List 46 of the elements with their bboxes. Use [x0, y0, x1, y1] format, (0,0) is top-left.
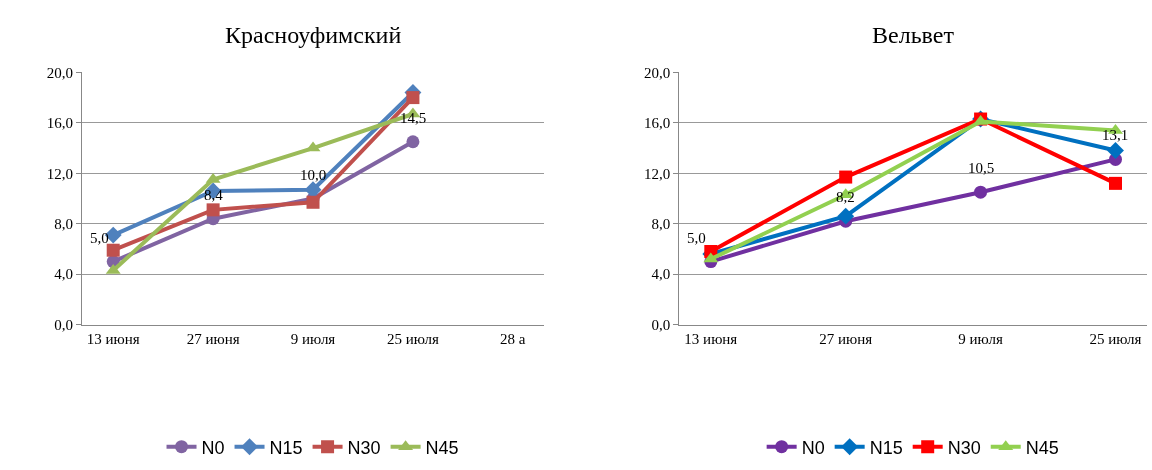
point — [206, 203, 220, 217]
point — [839, 170, 853, 184]
point — [406, 135, 420, 149]
x-tick-label: 25 июля — [386, 330, 440, 347]
y-tick-label: 0,0 — [54, 316, 73, 333]
data-label: 10,0 — [300, 167, 327, 183]
chart-title: Красноуфимский — [225, 22, 402, 48]
y-tick-label: 4,0 — [651, 266, 671, 283]
point — [1108, 176, 1122, 190]
y-tick-label: 12,0 — [46, 165, 73, 182]
point — [974, 185, 988, 199]
y-tick-label: 8,0 — [54, 215, 73, 232]
point — [106, 243, 120, 257]
data-label: 5,0 — [687, 230, 706, 246]
legend-label: N45 — [1025, 437, 1059, 458]
y-tick-label: 4,0 — [54, 266, 73, 283]
x-tick-label: 13 июня — [86, 330, 140, 347]
data-label: 5,0 — [90, 230, 109, 246]
legend-label: N0 — [801, 437, 825, 458]
y-tick-label: 16,0 — [644, 115, 671, 132]
legend-label: N30 — [347, 437, 381, 458]
y-tick-label: 0,0 — [651, 316, 671, 333]
point — [837, 207, 855, 225]
chart-title: Вельвет — [872, 22, 955, 48]
y-tick-label: 16,0 — [46, 115, 73, 132]
legend-label: N15 — [869, 437, 903, 458]
point — [306, 195, 320, 209]
y-tick-label: 20,0 — [46, 64, 73, 81]
y-tick-label: 8,0 — [651, 215, 671, 232]
x-tick-label: 25 июля — [1089, 330, 1142, 347]
y-tick-label: 12,0 — [644, 165, 671, 182]
point — [1107, 142, 1124, 160]
legend-label: N0 — [201, 437, 225, 458]
legend-label: N45 — [425, 437, 459, 458]
x-tick-label: 27 июня — [819, 330, 873, 347]
x-tick-label: 9 июля — [290, 330, 336, 347]
x-tick-label: 13 июня — [684, 330, 738, 347]
x-tick-label: 28 а — [500, 330, 526, 347]
data-label: 13,1 — [1102, 127, 1129, 143]
legend-label: N30 — [947, 437, 981, 458]
legend-label: N15 — [269, 437, 303, 458]
point — [406, 91, 420, 105]
x-tick-label: 9 июля — [958, 330, 1003, 347]
data-label: 10,5 — [968, 160, 995, 176]
y-tick-label: 20,0 — [644, 64, 671, 81]
x-tick-label: 27 июня — [186, 330, 240, 347]
